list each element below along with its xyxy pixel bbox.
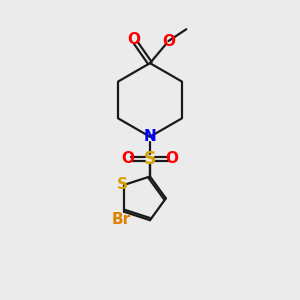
Text: S: S	[117, 177, 128, 192]
Text: O: O	[166, 151, 178, 166]
Text: Br: Br	[112, 212, 131, 227]
Text: S: S	[144, 150, 156, 168]
Text: O: O	[162, 34, 175, 49]
Text: N: N	[144, 129, 156, 144]
Text: O: O	[128, 32, 141, 46]
Text: O: O	[122, 151, 134, 166]
